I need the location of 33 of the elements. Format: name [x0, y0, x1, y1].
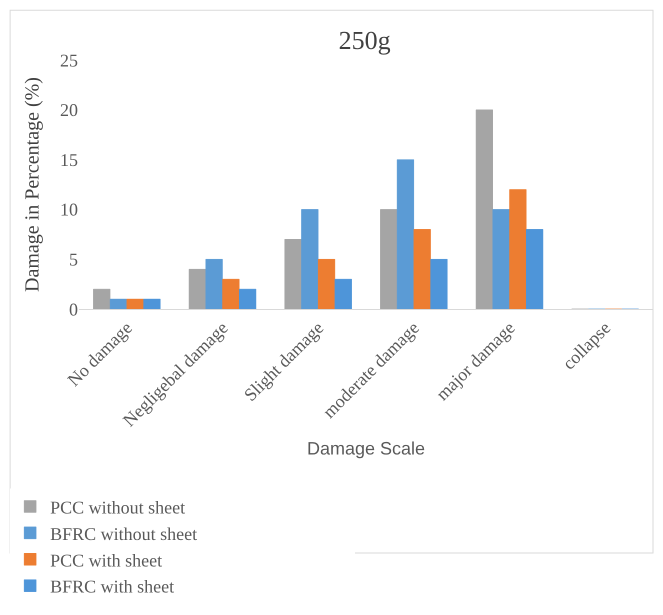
legend-label: PCC without sheet	[50, 498, 186, 518]
legend-label: BFRC without sheet	[50, 524, 198, 544]
bar	[284, 239, 302, 309]
y-tick-label: 15	[60, 150, 78, 170]
legend-label: PCC with sheet	[50, 550, 162, 570]
bar	[143, 298, 161, 309]
y-tick-label: 0	[69, 299, 78, 320]
y-tick-label: 25	[60, 50, 78, 70]
bar	[492, 209, 510, 309]
bar	[396, 159, 414, 309]
bar	[206, 258, 223, 309]
chart-title: 250g	[338, 26, 391, 55]
bar	[380, 209, 398, 309]
bar	[93, 288, 110, 309]
bar	[476, 110, 494, 309]
legend-label: BFRC with sheet	[50, 576, 174, 597]
bar	[334, 278, 352, 309]
bar	[430, 258, 448, 309]
bar	[509, 189, 526, 309]
bar	[238, 288, 256, 309]
y-tick-label: 5	[69, 250, 78, 270]
bar	[526, 229, 544, 309]
bar	[126, 298, 144, 309]
bar	[222, 278, 240, 309]
bar	[414, 229, 431, 309]
x-axis-title: Damage Scale	[306, 438, 426, 458]
bar	[301, 209, 318, 309]
bar	[110, 298, 128, 309]
bar	[188, 268, 206, 309]
y-axis-title: Damage in Percentage (%)	[22, 77, 44, 292]
y-tick-label: 20	[60, 100, 78, 120]
bar	[318, 258, 336, 309]
y-tick-label: 10	[60, 200, 78, 220]
